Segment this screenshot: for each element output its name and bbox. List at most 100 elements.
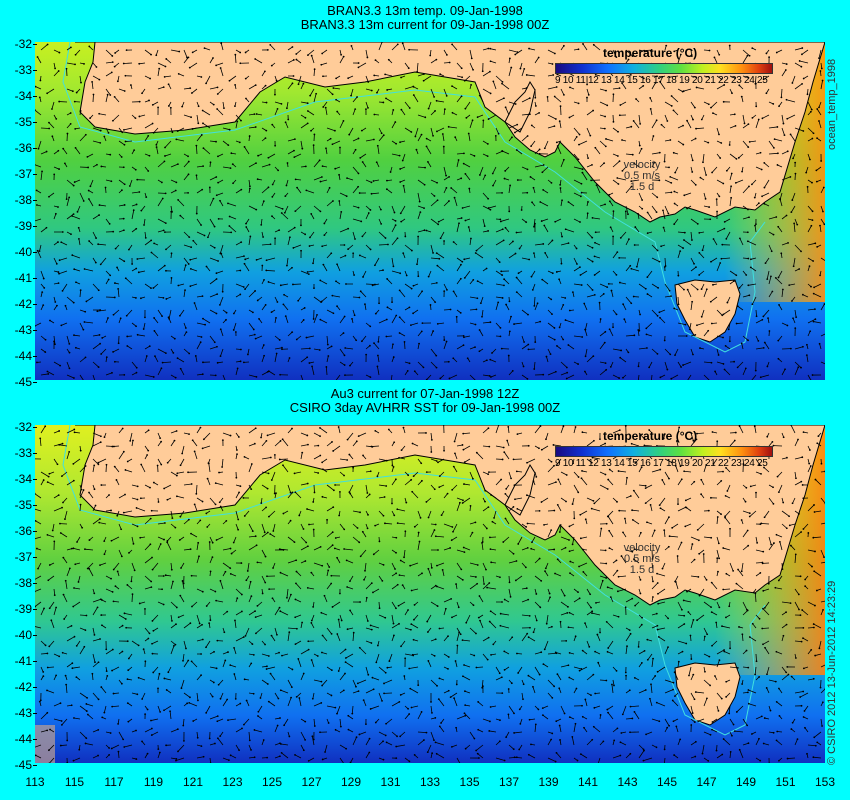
current-arrow-head: [733, 360, 736, 363]
current-arrow: [521, 599, 529, 603]
current-arrow: [638, 432, 645, 440]
current-arrow: [219, 244, 224, 254]
current-arrow-head: [365, 353, 368, 356]
current-arrow-head: [805, 171, 808, 174]
current-arrow-head: [255, 544, 258, 547]
current-arrow-head: [111, 55, 114, 57]
current-arrow: [781, 215, 787, 220]
current-arrow-head: [605, 522, 608, 525]
current-arrow-head: [734, 77, 736, 79]
current-arrow-head: [604, 442, 607, 445]
current-arrow-head: [46, 92, 49, 95]
current-arrow: [300, 444, 309, 447]
current-arrow-head: [266, 575, 268, 578]
current-arrow-head: [439, 237, 442, 240]
current-arrow-head: [605, 562, 608, 565]
current-arrow: [619, 357, 627, 363]
current-arrow: [530, 176, 536, 181]
current-arrow: [73, 334, 81, 337]
current-arrow: [74, 179, 81, 183]
current-arrow-head: [376, 354, 379, 357]
current-arrow-head: [668, 477, 670, 480]
current-arrow-head: [418, 540, 421, 543]
current-arrow-head: [527, 343, 530, 346]
current-arrow-head: [291, 427, 293, 430]
current-arrow-head: [79, 289, 82, 292]
current-arrow: [144, 283, 152, 289]
current-arrow-head: [430, 438, 433, 441]
current-arrow: [592, 217, 601, 220]
current-arrow: [287, 237, 291, 246]
current-arrow-head: [809, 465, 812, 467]
current-arrow-head: [673, 202, 676, 205]
current-arrow-head: [685, 335, 688, 337]
current-arrow-head: [553, 327, 556, 329]
current-arrow-head: [658, 504, 661, 507]
current-arrow-head: [142, 328, 145, 330]
current-arrow-head: [84, 133, 87, 136]
current-arrow: [547, 465, 555, 473]
current-arrow-head: [646, 521, 648, 524]
current-arrow-head: [343, 364, 346, 366]
current-arrow-head: [164, 231, 166, 234]
current-arrow-head: [615, 313, 618, 316]
current-arrow-head: [333, 547, 336, 550]
current-arrow-head: [455, 315, 458, 318]
current-arrow-head: [100, 484, 103, 486]
current-arrow-head: [564, 546, 567, 549]
current-arrow-head: [785, 214, 788, 217]
current-arrow-head: [682, 599, 685, 602]
current-arrow-head: [612, 93, 615, 96]
current-arrow-head: [401, 159, 404, 162]
current-arrow: [451, 85, 458, 90]
current-arrow: [362, 531, 367, 538]
current-arrow: [621, 555, 627, 564]
current-arrow-head: [512, 240, 514, 243]
current-arrow-head: [558, 326, 561, 329]
current-arrow: [229, 75, 237, 82]
current-arrow: [204, 47, 211, 51]
current-arrow-head: [470, 57, 473, 60]
current-arrow: [269, 44, 276, 51]
current-arrow-head: [76, 541, 78, 543]
current-arrow-head: [57, 241, 59, 243]
current-arrow: [584, 329, 588, 337]
current-arrow-head: [312, 528, 315, 531]
current-arrow-head: [524, 566, 527, 569]
current-arrow: [806, 355, 809, 363]
current-arrow: [144, 575, 152, 582]
current-arrow-head: [646, 276, 649, 279]
current-arrow: [779, 541, 783, 551]
current-arrow-head: [263, 278, 265, 281]
current-arrow-head: [269, 533, 272, 535]
current-arrow-head: [191, 605, 193, 608]
current-arrow: [503, 451, 510, 460]
current-arrow: [815, 479, 822, 486]
current-arrow-head: [395, 536, 398, 539]
current-arrow: [768, 140, 775, 149]
current-arrow-head: [485, 527, 488, 530]
current-arrow-head: [507, 354, 510, 357]
current-arrow-head: [487, 473, 490, 476]
current-arrow-head: [718, 133, 720, 136]
current-arrow-head: [501, 274, 504, 276]
current-arrow-head: [320, 63, 323, 66]
current-arrow: [352, 523, 358, 529]
current-arrow: [274, 296, 278, 303]
current-arrow-head: [315, 92, 318, 95]
current-arrow-head: [608, 200, 611, 203]
current-arrow-head: [51, 135, 54, 138]
current-arrow-head: [382, 101, 385, 104]
current-arrow-head: [105, 463, 108, 466]
current-arrow: [287, 138, 295, 142]
current-arrow: [287, 559, 297, 564]
current-arrow-head: [485, 568, 487, 571]
current-arrow-head: [198, 622, 201, 625]
current-arrow-head: [284, 195, 287, 198]
current-arrow-head: [272, 530, 275, 532]
current-arrow-head: [724, 344, 727, 347]
current-arrow: [515, 49, 523, 55]
current-arrow: [663, 530, 666, 538]
current-arrow-head: [269, 243, 272, 246]
current-arrow-head: [202, 122, 204, 125]
